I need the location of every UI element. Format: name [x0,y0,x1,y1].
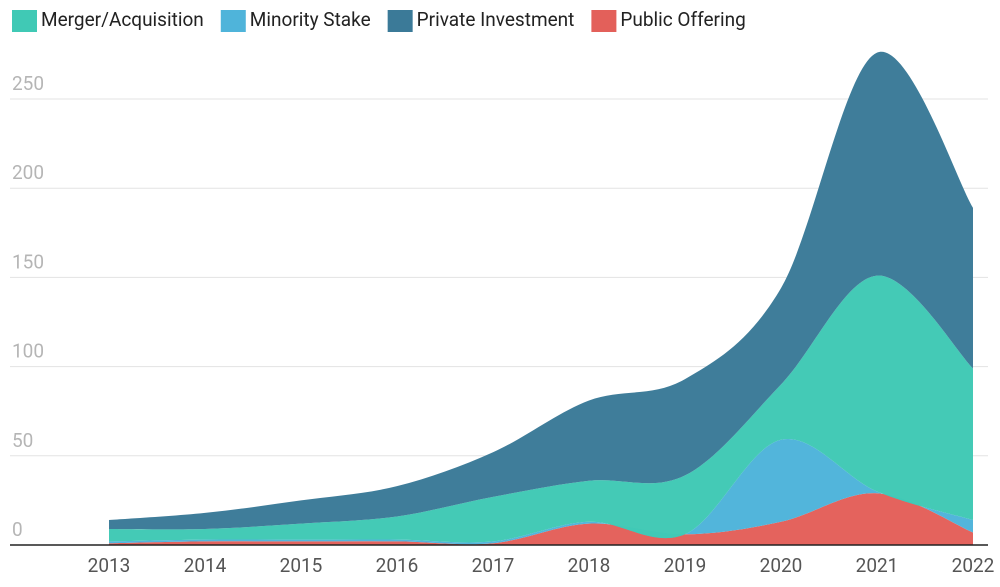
area [109,493,973,545]
y-tick-label: 0 [12,518,23,541]
y-tick-label: 150 [12,250,44,273]
x-tick-label: 2018 [568,554,611,577]
legend-label[interactable]: Merger/Acquisition [41,8,204,31]
x-tick-label: 2016 [376,554,419,577]
legend-item[interactable]: Minority Stake [220,8,371,32]
area [109,438,973,545]
legend-label[interactable]: Public Offering [620,8,745,31]
x-tick-label: 2020 [760,554,803,577]
legend-item[interactable]: Private Investment [387,8,575,32]
legend-label[interactable]: Minority Stake [250,8,371,31]
legend-item[interactable]: Merger/Acquisition [12,8,204,32]
x-tick-label: 2014 [184,554,227,577]
y-tick-label: 100 [12,340,44,363]
x-tick-label: 2021 [856,554,899,577]
y-tick-label: 200 [12,161,44,184]
y-tick-label: 250 [12,72,44,95]
x-tick-label: 2019 [664,554,707,577]
x-tick-label: 2022 [952,554,995,577]
x-tick-label: 2013 [88,554,131,577]
x-tick-label: 2015 [280,554,323,577]
legend-swatch[interactable] [12,10,37,32]
area [109,275,973,543]
y-tick-label: 50 [12,429,33,452]
legend-swatch[interactable] [591,10,617,32]
legend-swatch[interactable] [220,10,246,32]
legend-label[interactable]: Private Investment [417,8,575,31]
area [109,51,973,530]
x-tick-label: 2017 [472,554,515,577]
legend-item[interactable]: Public Offering [591,8,746,32]
legend-swatch[interactable] [387,10,413,32]
